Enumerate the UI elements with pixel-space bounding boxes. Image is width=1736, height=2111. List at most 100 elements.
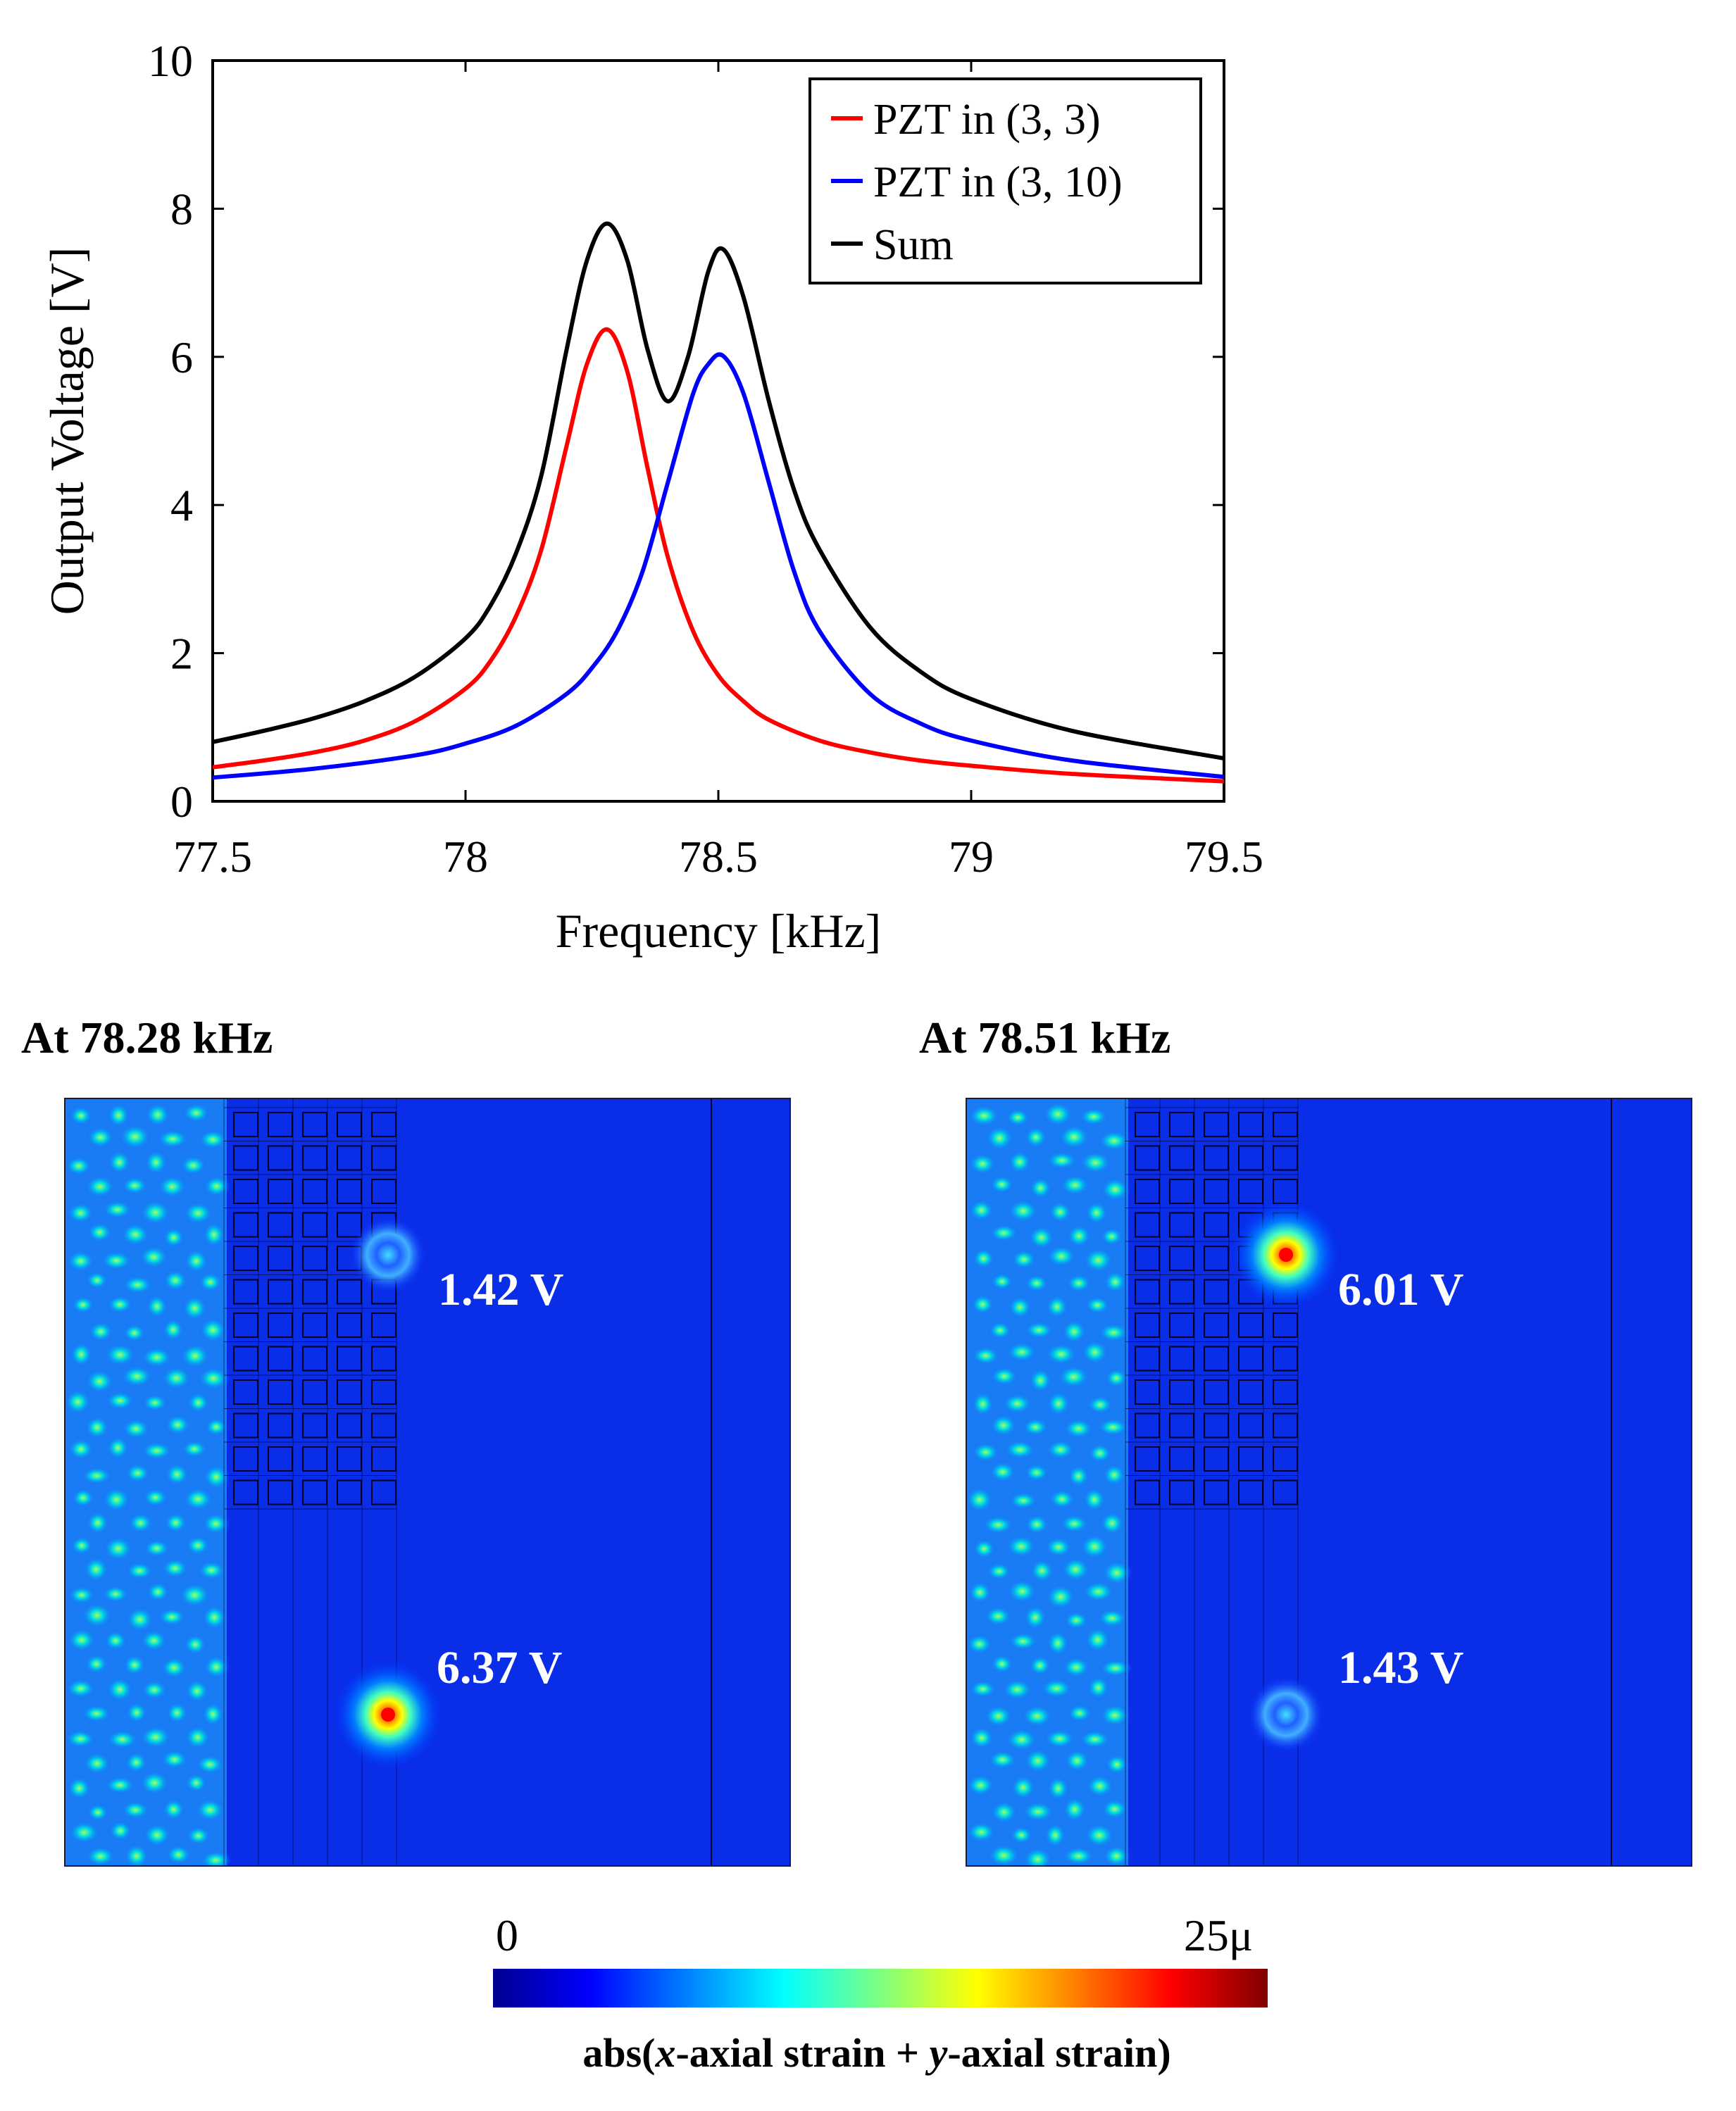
wave-blob [987, 1749, 1018, 1770]
wave-blob [1061, 1656, 1092, 1679]
wave-blob [1005, 1534, 1037, 1559]
pzt-cell [302, 1179, 327, 1204]
wave-blob [1099, 1703, 1131, 1727]
pzt-cell [1135, 1412, 1160, 1439]
wave-blob [163, 1512, 188, 1534]
wave-blob [1096, 1417, 1130, 1436]
pzt-cell [302, 1246, 327, 1271]
pzt-cell [337, 1145, 362, 1171]
pzt-cell [1135, 1179, 1160, 1204]
wave-blob [989, 1800, 1018, 1824]
pzt-3-3-strain-spot [349, 1216, 427, 1293]
pzt-cell [371, 1112, 396, 1137]
wave-blob [1097, 1129, 1131, 1152]
pzt-cell [268, 1346, 293, 1372]
pzt-cell [1238, 1145, 1263, 1171]
wave-blob [121, 1417, 151, 1440]
pzt-cell [268, 1479, 293, 1505]
pzt-cell [1169, 1112, 1194, 1137]
wave-blob [194, 1798, 225, 1822]
pzt-cell [1169, 1313, 1194, 1338]
wave-blob [1024, 1514, 1050, 1535]
series-line-pzt-3-10 [213, 352, 1224, 780]
pzt-cell [1169, 1379, 1194, 1405]
wave-blob [1006, 1579, 1038, 1604]
wave-blob [85, 1271, 109, 1290]
wave-blob [125, 1606, 155, 1633]
map-1-frame [64, 1098, 791, 1867]
pzt-cell [337, 1112, 362, 1137]
wave-blob [162, 1269, 189, 1292]
wave-blob [144, 1102, 171, 1127]
wave-blob [1104, 1367, 1128, 1389]
wave-blob [987, 1320, 1013, 1341]
wave-blob [972, 1538, 997, 1560]
map-2-frame [966, 1098, 1692, 1867]
wave-blob [1066, 1223, 1092, 1248]
pzt-cell [1204, 1246, 1229, 1271]
pzt-cell [1169, 1479, 1194, 1505]
wave-blob [968, 1679, 997, 1699]
wave-blob [139, 1724, 173, 1750]
wave-blob [162, 1227, 185, 1248]
wave-blob [1066, 1273, 1092, 1293]
pzt-cell [302, 1346, 327, 1372]
wave-blob [1044, 1822, 1067, 1848]
wave-blob [124, 1751, 149, 1774]
wave-blob [1005, 1108, 1031, 1127]
wave-blob [157, 1174, 187, 1199]
wave-blob [1023, 1604, 1047, 1631]
pzt-cell [233, 1479, 258, 1505]
wave-blob [1082, 1247, 1115, 1274]
wave-blob [1005, 1727, 1039, 1752]
wave-blob [1099, 1510, 1125, 1536]
pzt-cell [302, 1112, 327, 1137]
colorbar-label-x: x [654, 2030, 675, 2076]
wave-blob [185, 1826, 211, 1846]
pzt-cell [1135, 1145, 1160, 1171]
x-tick-label: 78 [443, 832, 488, 882]
wave-blob [1085, 1774, 1115, 1798]
legend-label-pzt-3-10: PZT in (3, 10) [873, 158, 1123, 206]
wave-blob [1046, 1244, 1077, 1268]
pzt-cell [1238, 1346, 1263, 1372]
wave-blob [971, 1391, 994, 1417]
wave-blob [101, 1200, 133, 1220]
wave-blob [202, 1221, 226, 1248]
wave-blob [1023, 1320, 1054, 1340]
wave-blob [1063, 1610, 1089, 1630]
wave-blob [86, 1126, 115, 1149]
wave-blob [69, 1341, 94, 1367]
wave-blob [140, 1679, 168, 1700]
pzt-cell [233, 1412, 258, 1439]
wave-blob [1045, 1151, 1078, 1170]
pzt-cell [302, 1412, 327, 1439]
wave-blob [65, 1155, 93, 1177]
pzt-cell [268, 1279, 293, 1305]
colorbar-label-prefix: abs( [582, 2030, 655, 2076]
pzt-cell [302, 1313, 327, 1338]
wave-blob [70, 1296, 96, 1315]
wave-blob [66, 1776, 92, 1800]
wave-blob [160, 1749, 189, 1770]
pzt-cell [268, 1313, 293, 1338]
colorbar-gradient [493, 1969, 1268, 2007]
pzt-cell [337, 1212, 362, 1238]
colorbar-max-label: 25μ [1184, 1910, 1253, 1960]
colorbar-min-label: 0 [496, 1910, 518, 1960]
wave-blob [139, 1769, 170, 1796]
pzt-cell [337, 1346, 362, 1372]
pzt-cell [371, 1412, 396, 1439]
wave-blob [1103, 1270, 1128, 1294]
pzt-cell [337, 1313, 362, 1338]
map-1-title: At 78.28 kHz [21, 1013, 273, 1063]
wave-blob [1029, 1558, 1055, 1584]
wave-blob [968, 1198, 995, 1222]
wave-blob [104, 1775, 137, 1795]
wave-blob [1020, 1704, 1054, 1728]
wave-blob [971, 1247, 996, 1270]
legend: PZT in (3, 3) PZT in (3, 10) Sum [808, 77, 1202, 284]
wave-blob [179, 1155, 208, 1176]
wave-blob [1062, 1796, 1087, 1823]
pzt-cell [1204, 1446, 1229, 1472]
